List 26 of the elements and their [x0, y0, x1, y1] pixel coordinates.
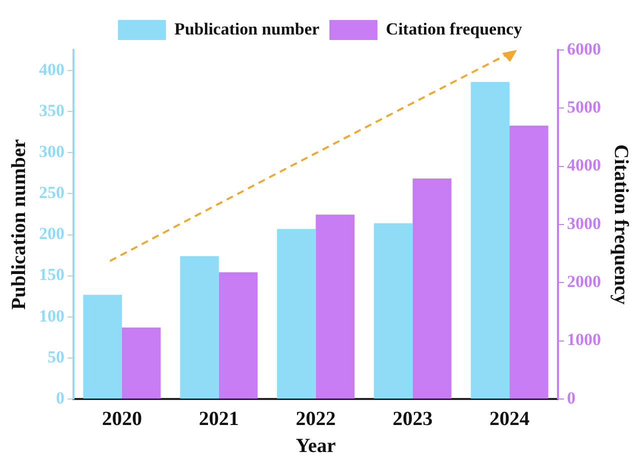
x-tick-label: 2020: [102, 408, 142, 430]
y2-tick-label: 2000: [567, 272, 601, 292]
legend-label: Publication number: [174, 19, 320, 38]
y-tick-label: 100: [39, 306, 64, 326]
legend-label: Citation frequency: [386, 19, 523, 38]
y2-tick-label: 0: [567, 388, 576, 408]
y-tick-label: 50: [48, 347, 64, 366]
x-tick-label: 2022: [296, 408, 336, 430]
x-axis-title: Year: [296, 435, 336, 458]
x-tick-label: 2023: [392, 408, 433, 430]
y2-tick-label: 5000: [567, 98, 601, 117]
y-tick-label: 350: [39, 100, 64, 120]
y-tick-label: 400: [39, 60, 64, 79]
y-tick-label: 150: [39, 265, 64, 284]
y2-axis-title: Citation frequency: [610, 144, 632, 305]
y2-tick-label: 4000: [567, 156, 601, 175]
y-tick-label: 300: [39, 142, 64, 162]
y-tick-label: 250: [39, 183, 64, 202]
x-tick-label: 2021: [198, 408, 239, 430]
y-tick-label: 0: [56, 388, 64, 408]
y-tick-label: 200: [39, 224, 64, 244]
y2-tick-label: 6000: [567, 39, 601, 58]
x-tick-label: 2024: [490, 408, 530, 430]
y2-tick-label: 1000: [567, 330, 601, 350]
y-axis-title: Publication number: [8, 139, 30, 310]
y2-tick-label: 3000: [567, 214, 601, 233]
